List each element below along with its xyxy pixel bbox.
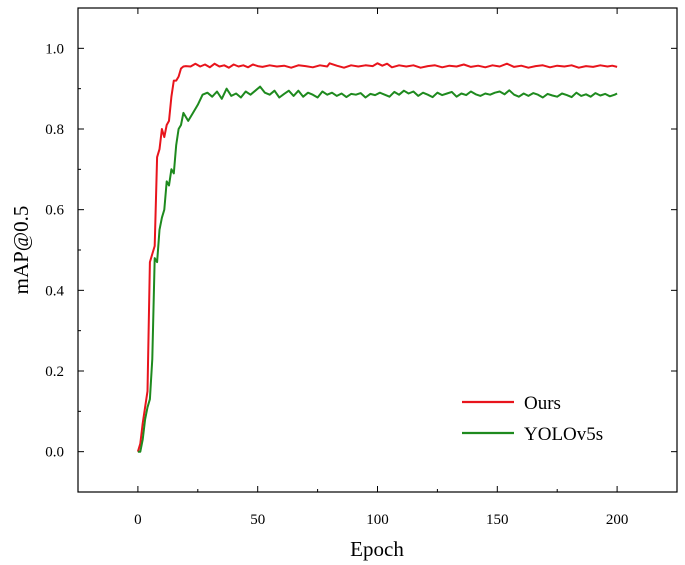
y-tick-label: 0.8 [45, 122, 64, 138]
y-tick-label: 0.6 [45, 203, 64, 219]
legend-label-ours: Ours [524, 393, 561, 414]
x-tick-label: 100 [366, 512, 389, 528]
x-tick-label: 200 [606, 512, 629, 528]
series-line-yolov5s [137, 85, 618, 453]
y-tick-label: 0.0 [45, 445, 64, 461]
legend: Ours YOLOv5s [462, 393, 603, 445]
series-lines [136, 62, 618, 453]
y-axis-title: mAP@0.5 [9, 206, 33, 295]
legend-label-yolov5s: YOLOv5s [524, 424, 603, 445]
series-line-ours [136, 62, 618, 452]
axis-ticks: 0 50 100 150 200 0.0 0.2 0.4 0.6 0.8 1.0 [45, 8, 677, 528]
y-tick-label: 1.0 [45, 41, 64, 57]
plot-frame [77, 7, 678, 493]
x-axis-title: Epoch [350, 537, 404, 561]
y-tick-label: 0.4 [45, 283, 64, 299]
x-tick-label: 150 [486, 512, 509, 528]
x-tick-label: 0 [134, 512, 142, 528]
x-tick-label: 50 [250, 512, 265, 528]
y-tick-label: 0.2 [45, 364, 64, 380]
